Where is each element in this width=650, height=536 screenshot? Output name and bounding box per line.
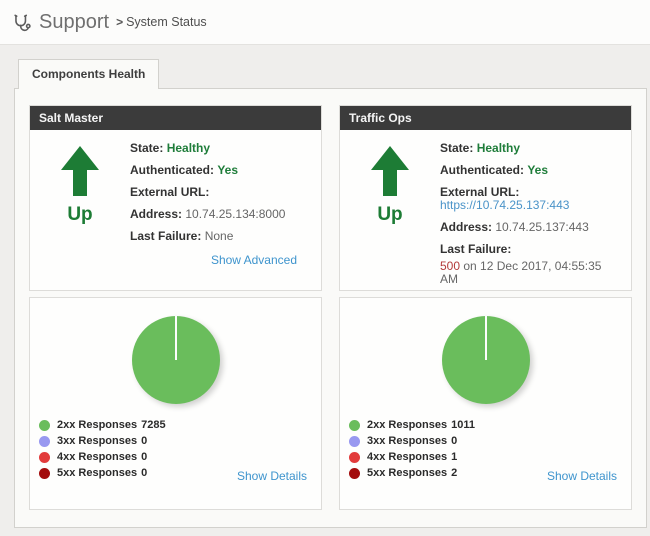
legend-item-4xx: 4xx Responses 1 (349, 449, 631, 465)
legend-dot-2xx (39, 419, 50, 431)
legend-label: 3xx Responses (57, 435, 138, 447)
salt-master-show-details-link[interactable]: Show Details (236, 469, 307, 483)
authenticated-label: Authenticated: (130, 163, 214, 177)
traffic-ops-chart-card: 2xx Responses 1011 3xx Responses 0 4xx R… (339, 297, 632, 510)
last-failure-value: on 12 Dec 2017, 04:55:35 AM (440, 259, 602, 286)
legend-item-4xx: 4xx Responses 0 (39, 449, 321, 465)
legend-item-5xx: 5xx Responses 2 (349, 465, 631, 481)
traffic-ops-info-card: Traffic Ops Up State: Hea (339, 105, 632, 310)
authenticated-value: Yes (527, 163, 549, 177)
legend-label: 3xx Responses (367, 435, 448, 447)
last-failure-value: None (204, 229, 234, 243)
legend-label: 4xx Responses (367, 451, 448, 463)
traffic-ops-show-details-link[interactable]: Show Details (546, 469, 617, 483)
salt-master-status-label: Up (67, 204, 93, 225)
authenticated-row: Authenticated: Yes (440, 164, 619, 177)
state-label: State: (440, 141, 474, 155)
legend-label: 2xx Responses (367, 419, 448, 431)
external-url-label: External URL: (130, 185, 210, 199)
legend-item-3xx: 3xx Responses 0 (349, 433, 631, 449)
legend-dot-3xx (39, 435, 50, 447)
legend-value: 1011 (451, 419, 475, 431)
last-failure-code: 500 (440, 259, 461, 273)
tab-bar: Components Health (14, 59, 647, 89)
legend-value: 2 (451, 467, 458, 479)
breadcrumb-current: System Status (126, 15, 207, 29)
legend-value: 0 (141, 467, 148, 479)
components-health-panel: Salt Master Up State: Hea (14, 88, 647, 528)
legend-dot-4xx (349, 451, 360, 463)
authenticated-value: Yes (217, 163, 239, 177)
external-url-row: External URL: (130, 186, 309, 199)
legend-label: 5xx Responses (57, 467, 138, 479)
breadcrumb-separator: > (116, 15, 124, 29)
last-failure-label: Last Failure: (440, 242, 512, 256)
legend-label: 5xx Responses (367, 467, 448, 479)
legend-label: 2xx Responses (57, 419, 138, 431)
salt-master-info-card: Salt Master Up State: Hea (29, 105, 322, 291)
stethoscope-icon (12, 13, 31, 32)
legend-dot-5xx (349, 467, 360, 479)
traffic-ops-status-label: Up (377, 204, 403, 225)
legend-item-5xx: 5xx Responses 0 (39, 465, 321, 481)
legend-dot-4xx (39, 451, 50, 463)
state-row: State: Healthy (130, 142, 309, 155)
authenticated-label: Authenticated: (440, 163, 524, 177)
state-row: State: Healthy (440, 142, 619, 155)
state-label: State: (130, 141, 164, 155)
legend-value: 1 (451, 451, 458, 463)
address-value: 10.74.25.137:443 (495, 220, 589, 234)
legend-dot-5xx (39, 467, 50, 479)
address-row: Address: 10.74.25.137:443 (440, 221, 619, 234)
salt-master-legend: 2xx Responses 7285 3xx Responses 0 4xx R… (39, 417, 321, 481)
page-title[interactable]: Support (39, 10, 110, 33)
external-url-label: External URL: (440, 185, 520, 199)
salt-master-chart-card: 2xx Responses 7285 3xx Responses 0 4xx R… (29, 297, 322, 510)
legend-value: 7285 (141, 419, 166, 431)
legend-label: 4xx Responses (57, 451, 138, 463)
state-value: Healthy (476, 141, 521, 155)
salt-master-show-advanced-link[interactable]: Show Advanced (210, 253, 297, 267)
up-arrow-icon (340, 146, 440, 196)
address-label: Address: (130, 207, 183, 221)
pie-slice-divider (484, 316, 487, 360)
external-url-row: External URL: https://10.74.25.137:443 (440, 186, 619, 212)
traffic-ops-legend: 2xx Responses 1011 3xx Responses 0 4xx R… (349, 417, 631, 481)
traffic-ops-card-title: Traffic Ops (340, 106, 631, 130)
external-url-link[interactable]: https://10.74.25.137:443 (440, 198, 570, 212)
page-header: Support > System Status (0, 0, 650, 45)
salt-master-column: Salt Master Up State: Hea (29, 105, 322, 510)
up-arrow-icon (30, 146, 130, 196)
authenticated-row: Authenticated: Yes (130, 164, 309, 177)
salt-master-status: Up (30, 142, 130, 267)
salt-master-pie-chart (131, 316, 220, 404)
pie-slice-divider (174, 316, 177, 360)
legend-value: 0 (451, 435, 458, 447)
legend-dot-3xx (349, 435, 360, 447)
tab-components-health[interactable]: Components Health (18, 59, 160, 89)
address-label: Address: (440, 220, 493, 234)
legend-value: 0 (141, 451, 148, 463)
traffic-ops-column: Traffic Ops Up State: Hea (339, 105, 632, 510)
last-failure-row: Last Failure: None (130, 230, 309, 243)
last-failure-row: Last Failure: 500 on 12 Dec 2017, 04:55:… (440, 243, 619, 286)
legend-value: 0 (141, 435, 148, 447)
traffic-ops-pie-chart (441, 316, 530, 404)
traffic-ops-status: Up (340, 142, 440, 310)
legend-item-2xx: 2xx Responses 1011 (349, 417, 631, 433)
legend-item-3xx: 3xx Responses 0 (39, 433, 321, 449)
last-failure-label: Last Failure: (130, 229, 202, 243)
legend-item-2xx: 2xx Responses 7285 (39, 417, 321, 433)
legend-dot-2xx (349, 419, 360, 431)
state-value: Healthy (166, 141, 211, 155)
salt-master-card-title: Salt Master (30, 106, 321, 130)
address-value: 10.74.25.134:8000 (185, 207, 286, 221)
address-row: Address: 10.74.25.134:8000 (130, 208, 309, 221)
